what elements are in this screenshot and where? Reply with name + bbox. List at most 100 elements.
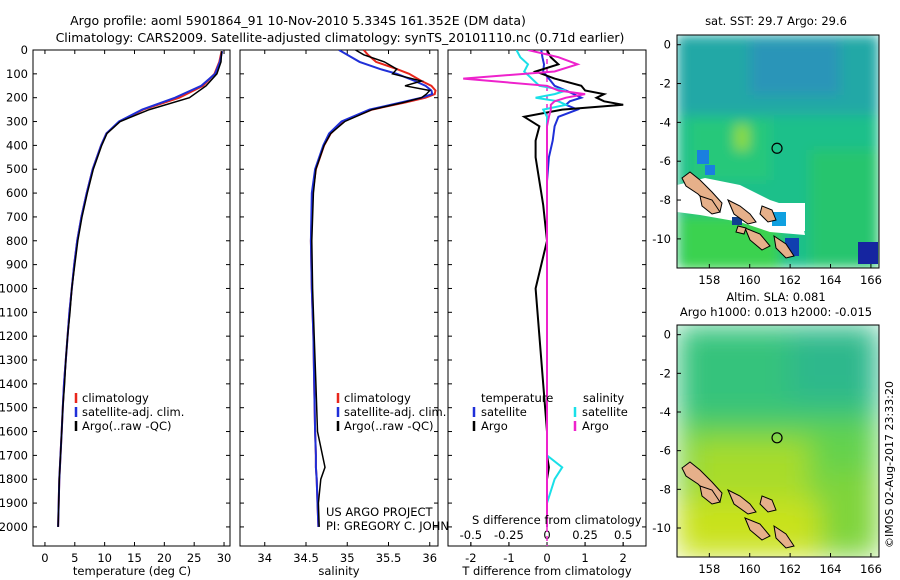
salinity-x-label: salinity — [318, 564, 359, 578]
lat-tick-label: -6 — [660, 444, 671, 458]
depth-tick-label: 1800 — [0, 472, 28, 486]
s-tick-label: -0.25 — [494, 528, 524, 542]
legend-title-temperature: temperature — [481, 391, 553, 405]
depth-tick-label: 700 — [6, 210, 28, 224]
lat-tick-label: -10 — [652, 232, 671, 246]
depth-tick-label: 1200 — [0, 329, 28, 343]
depth-tick-label: 0 — [21, 43, 28, 57]
sst-map-frame — [676, 34, 880, 269]
salinity-axes-frame — [239, 49, 439, 547]
imos-credit: ©IMOS 02-Aug-2017 23:33:20 — [883, 381, 896, 548]
legend-label-satellite: satellite-adj. clim. — [344, 405, 446, 419]
legend-label-s-argo: Argo — [582, 419, 609, 433]
legend-label-climatology: climatology — [82, 391, 149, 405]
salinity-panel: 34 34.5 35 35.5 36 salinity climatology sate… — [239, 49, 474, 578]
depth-tick-label: 1600 — [0, 425, 28, 439]
difference-s-ticks: -0.5 -0.25 0 0.25 0.5 — [460, 528, 632, 546]
difference-panel: -2 -1 0 1 2 -0.5 -0.25 0 0.25 0.5 S difference f… — [447, 49, 647, 578]
depth-tick-label: 1000 — [0, 281, 28, 295]
depth-tick-label: 1400 — [0, 377, 28, 391]
lon-tick-label: 164 — [820, 273, 842, 287]
sla-map-frame — [676, 324, 880, 558]
sla-map-ticks: 158 160 162 164 166 0 -2 -4 -6 -8 -10 — [652, 328, 882, 576]
x-tick-label: 5 — [71, 551, 78, 565]
depth-tick-label: 2000 — [0, 520, 28, 534]
depth-tick-label: 1100 — [0, 305, 28, 319]
lon-tick-label: 164 — [820, 562, 842, 576]
lat-tick-label: -6 — [660, 154, 671, 168]
sst-cool-cell — [697, 150, 709, 164]
lat-tick-label: -4 — [660, 405, 671, 419]
argo-float-marker — [771, 432, 783, 444]
legend-title-salinity: salinity — [583, 391, 624, 405]
s-tick-label: 0.25 — [572, 528, 598, 542]
argo-float-marker — [771, 142, 783, 154]
lat-tick-label: -8 — [660, 193, 671, 207]
x-tick-label: 0 — [543, 551, 550, 565]
legend-label-argo: Argo(..raw -QC) — [82, 419, 172, 433]
x-tick-label: 15 — [127, 551, 142, 565]
x-tick-label: 35.5 — [376, 551, 402, 565]
x-tick-label: -1 — [503, 551, 514, 565]
sst-cool-cell — [705, 165, 715, 175]
depth-axis-ticks: 0 100 200 300 400 500 600 700 800 900 1000 1100 1200… — [0, 43, 230, 534]
sst-islands — [681, 171, 795, 259]
legend-label-argo: Argo(..raw -QC) — [344, 419, 434, 433]
lat-tick-label: -10 — [652, 521, 671, 535]
depth-tick-label: 200 — [6, 91, 28, 105]
lon-tick-label: 162 — [779, 273, 801, 287]
depth-tick-label: 100 — [6, 67, 28, 81]
lon-tick-label: 166 — [860, 273, 882, 287]
difference-legend: temperature salinity satellite Argo sate… — [472, 391, 628, 433]
depth-tick-label: 1300 — [0, 353, 28, 367]
t-diff-axis-label: T difference from climatology — [461, 564, 632, 578]
salinity-argo-line — [311, 50, 432, 527]
temperature-panel: 0100200300400500600700800900100011001200… — [0, 43, 231, 578]
lat-tick-label: -2 — [660, 77, 671, 91]
x-tick-label: 30 — [217, 551, 232, 565]
salinity-y-ticks — [240, 49, 438, 528]
lon-tick-label: 158 — [698, 273, 720, 287]
x-tick-label: 10 — [97, 551, 112, 565]
s-tick-label: 0 — [543, 528, 550, 542]
project-credit: US ARGO PROJECT — [326, 505, 434, 519]
sst-map: sat. SST: 29.7 Argo: 29.6 — [652, 14, 882, 287]
legend-label-s-satellite: satellite — [582, 405, 628, 419]
depth-tick-label: 400 — [6, 138, 28, 152]
lat-tick-label: -8 — [660, 482, 671, 496]
lon-tick-label: 166 — [860, 562, 882, 576]
lat-tick-label: 0 — [664, 328, 671, 342]
x-tick-label: 36 — [422, 551, 437, 565]
s-diff-argo-line — [463, 50, 586, 527]
pi-credit: PI: GREGORY C. JOHNSON — [326, 519, 474, 533]
x-tick-label: 1 — [581, 551, 588, 565]
lon-tick-label: 158 — [698, 562, 720, 576]
sla-islands — [681, 461, 795, 549]
sst-map-title: sat. SST: 29.7 Argo: 29.6 — [705, 14, 847, 28]
temperature-legend: climatology satellite-adj. clim. Argo(..… — [74, 391, 184, 433]
x-tick-label: 35 — [340, 551, 355, 565]
s-tick-label: 0.5 — [614, 528, 632, 542]
depth-tick-label: 1900 — [0, 496, 28, 510]
legend-label-climatology: climatology — [344, 391, 411, 405]
legend-label-t-satellite: satellite — [481, 405, 527, 419]
sla-map-subtitle: Argo h1000: 0.013 h2000: -0.015 — [680, 305, 872, 319]
x-tick-label: 34 — [257, 551, 272, 565]
depth-tick-label: 300 — [6, 115, 28, 129]
lon-tick-label: 162 — [779, 562, 801, 576]
x-tick-label: 2 — [619, 551, 626, 565]
s-diff-axis-label: S difference from climatology — [472, 513, 642, 527]
temperature-x-ticks: 0 5 10 15 20 25 30 — [41, 50, 231, 565]
depth-tick-label: 1500 — [0, 401, 28, 415]
lon-tick-label: 160 — [739, 562, 761, 576]
sla-field — [677, 325, 879, 557]
x-tick-label: 25 — [187, 551, 202, 565]
x-tick-label: 20 — [157, 551, 172, 565]
x-tick-label: -2 — [465, 551, 476, 565]
lat-tick-label: 0 — [664, 38, 671, 52]
depth-tick-label: 600 — [6, 186, 28, 200]
lat-tick-label: -2 — [660, 366, 671, 380]
sst-map-ticks: 158 160 162 164 166 0 -2 -4 -6 -8 -10 — [652, 38, 882, 287]
sst-cool-cell — [732, 217, 742, 225]
header-line-1: Argo profile: aoml 5901864_91 10-Nov-201… — [70, 13, 526, 28]
